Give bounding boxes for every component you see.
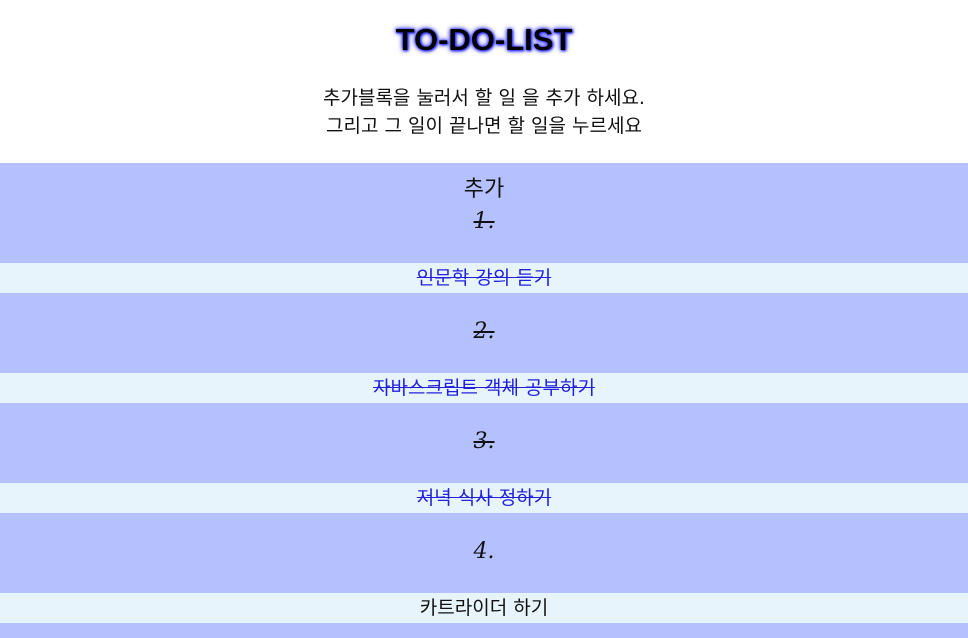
todo-item[interactable]: 인문학 강의 듣기: [0, 263, 968, 293]
page-header: TO-DO-LIST 추가블록을 눌러서 할 일 을 추가 하세요. 그리고 그…: [0, 0, 968, 163]
number-block: 3.: [0, 403, 968, 483]
instruction-line-2: 그리고 그 일이 끝나면 할 일을 누르세요: [326, 115, 642, 137]
todo-item[interactable]: 저녁 식사 정하기: [0, 483, 968, 513]
instruction-line-1: 추가블록을 눌러서 할 일 을 추가 하세요.: [323, 87, 645, 109]
list-footer-block: [0, 623, 968, 638]
item-number: 1.: [473, 209, 495, 234]
add-block[interactable]: 추가 1.: [0, 163, 968, 263]
page-title: TO-DO-LIST: [395, 22, 573, 57]
number-block: 4.: [0, 513, 968, 593]
todo-item[interactable]: 카트라이더 하기: [0, 593, 968, 623]
add-label: 추가: [463, 177, 505, 202]
item-number: 2.: [473, 319, 495, 344]
item-number: 4.: [473, 539, 495, 564]
number-block: 2.: [0, 293, 968, 373]
instructions: 추가블록을 눌러서 할 일 을 추가 하세요. 그리고 그 일이 끝나면 할 일…: [0, 84, 968, 140]
item-number: 3.: [473, 429, 495, 454]
todo-item[interactable]: 자바스크립트 객체 공부하기: [0, 373, 968, 403]
todo-list: 추가 1. 인문학 강의 듣기 2. 자바스크립트 객체 공부하기 3. 저녁 …: [0, 163, 968, 638]
